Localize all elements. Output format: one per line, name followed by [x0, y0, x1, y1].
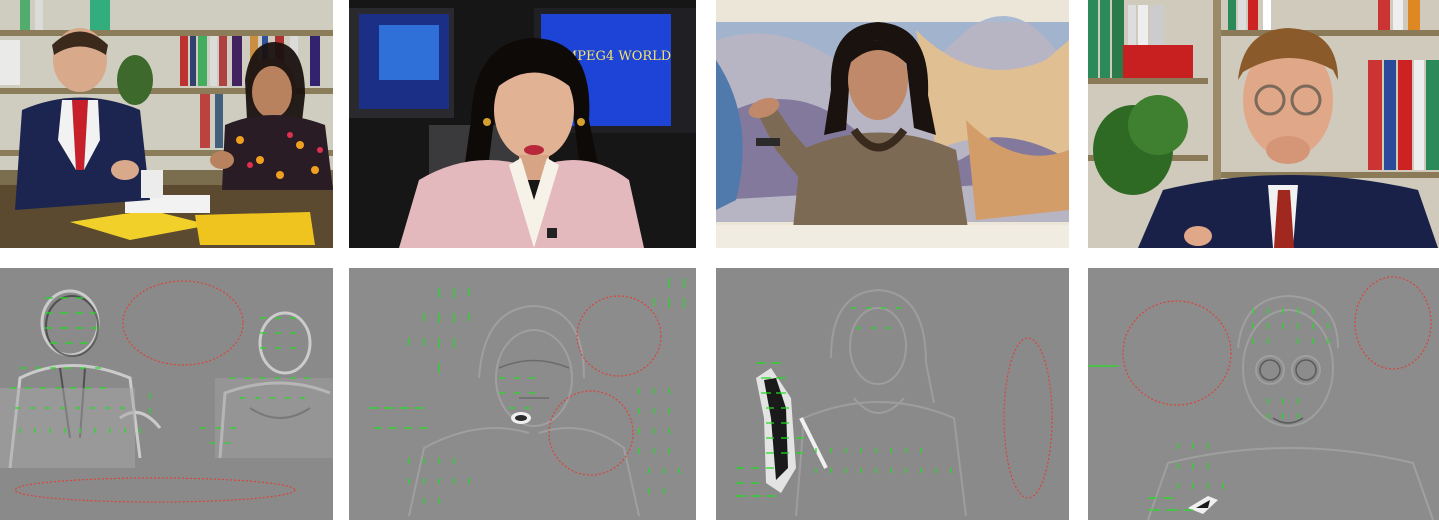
frame-4-residual	[1088, 268, 1439, 520]
frame-4-original	[1088, 0, 1439, 248]
monitor-text: MPEG4 WORLD	[564, 49, 671, 64]
frame-2-original: MPEG4 WORLD	[349, 0, 696, 248]
frame-1-original	[0, 0, 333, 248]
frame-3-original	[716, 0, 1069, 248]
frame-1-residual	[0, 268, 333, 520]
frame-3-residual	[716, 268, 1069, 520]
frame-2-residual	[349, 268, 696, 520]
